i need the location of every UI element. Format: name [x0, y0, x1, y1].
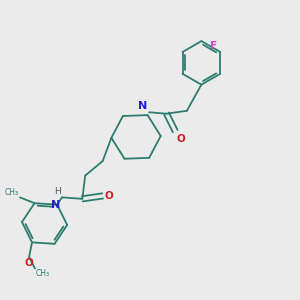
- Text: CH₃: CH₃: [36, 269, 50, 278]
- Text: N: N: [51, 200, 61, 210]
- Text: CH₃: CH₃: [4, 188, 19, 197]
- Text: O: O: [104, 191, 113, 201]
- Text: O: O: [25, 258, 34, 268]
- Text: F: F: [210, 40, 217, 50]
- Text: H: H: [54, 187, 61, 196]
- Text: N: N: [138, 101, 148, 111]
- Text: O: O: [177, 134, 185, 144]
